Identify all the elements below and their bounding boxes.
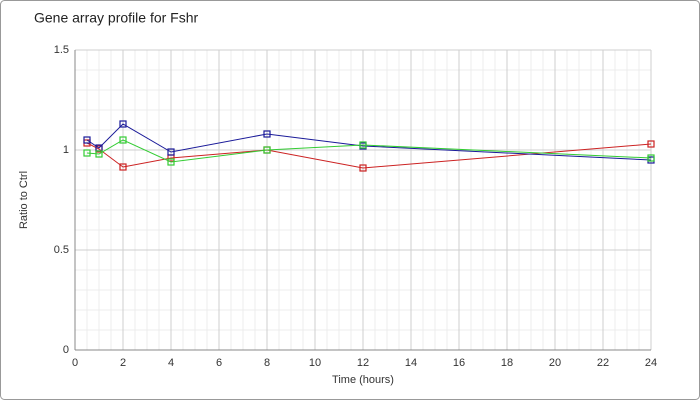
y-tick-label: 1 bbox=[63, 144, 69, 156]
point-marker bbox=[263, 146, 271, 154]
point-marker bbox=[83, 149, 91, 157]
series-line bbox=[86, 123, 652, 161]
x-tick-label: 8 bbox=[264, 357, 270, 369]
point-marker bbox=[83, 136, 91, 144]
y-tick-label: 1.5 bbox=[54, 44, 69, 56]
x-tick-label: 18 bbox=[501, 357, 513, 369]
x-tick-label: 0 bbox=[72, 357, 78, 369]
point-marker bbox=[647, 140, 655, 148]
point-marker bbox=[263, 130, 271, 138]
x-tick-label: 10 bbox=[309, 357, 321, 369]
x-tick-label: 22 bbox=[597, 357, 609, 369]
x-tick-label: 14 bbox=[405, 357, 417, 369]
x-tick-label: 4 bbox=[168, 357, 174, 369]
series-line bbox=[86, 142, 652, 169]
series-line bbox=[86, 139, 652, 163]
x-tick-label: 2 bbox=[120, 357, 126, 369]
x-tick-label: 20 bbox=[549, 357, 561, 369]
y-tick-label: 0.5 bbox=[54, 244, 69, 256]
x-axis-label: Time (hours) bbox=[332, 374, 394, 386]
point-marker bbox=[119, 120, 127, 128]
point-marker bbox=[359, 141, 367, 149]
point-marker bbox=[119, 163, 127, 171]
x-tick-label: 24 bbox=[645, 357, 657, 369]
chart-title: Gene array profile for Fshr bbox=[34, 10, 199, 26]
point-marker bbox=[167, 158, 175, 166]
point-marker bbox=[119, 136, 127, 144]
point-marker bbox=[647, 154, 655, 162]
point-marker bbox=[359, 164, 367, 172]
point-marker bbox=[95, 150, 103, 158]
x-tick-label: 16 bbox=[453, 357, 465, 369]
point-marker bbox=[167, 148, 175, 156]
y-axis-label: Ratio to Ctrl bbox=[18, 171, 30, 229]
y-tick-label: 0 bbox=[63, 344, 69, 356]
x-tick-label: 6 bbox=[216, 357, 222, 369]
x-tick-label: 12 bbox=[357, 357, 369, 369]
